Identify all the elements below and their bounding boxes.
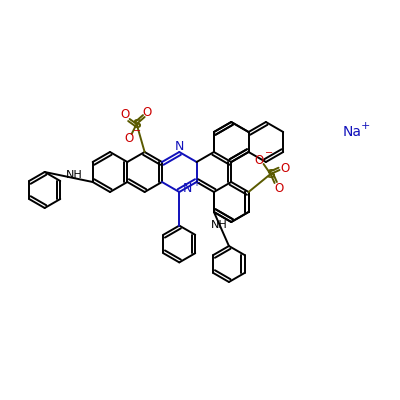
Text: O: O [254,154,263,166]
Text: −: − [264,148,273,158]
Text: N: N [182,182,192,194]
Text: O: O [280,162,289,174]
Text: NH: NH [211,220,228,230]
Text: NH: NH [66,170,83,180]
Text: Na: Na [342,125,362,139]
Text: +: + [360,121,370,131]
Text: O: O [142,106,151,118]
Text: +: + [192,178,200,188]
Text: O: O [124,132,133,144]
Text: N: N [174,140,184,152]
Text: S: S [132,118,141,130]
Text: −: − [132,126,141,136]
Text: O: O [120,108,129,120]
Text: S: S [266,168,275,180]
Text: O: O [274,182,283,194]
